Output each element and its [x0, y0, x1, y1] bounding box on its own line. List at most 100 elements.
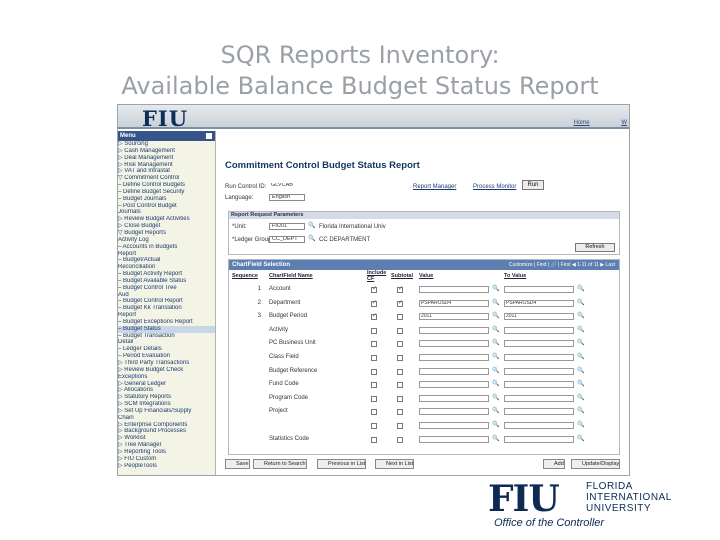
col-to-value[interactable]: To Value — [504, 273, 527, 279]
menu-item[interactable]: – Period Evaluation — [118, 353, 171, 360]
menu-item[interactable]: ▷ Statutory Reports — [118, 394, 171, 401]
menu-item[interactable]: ▷ Set Up Financials/Supply — [118, 407, 192, 414]
to-value-lookup-icon[interactable]: 🔍 — [577, 340, 585, 347]
value-input[interactable] — [419, 354, 489, 361]
minimize-icon[interactable] — [206, 133, 212, 139]
menu-item[interactable]: ▷ Risk Management — [118, 161, 173, 168]
include-checkbox[interactable] — [371, 327, 377, 334]
to-value-input[interactable]: PSPAROSD4 — [504, 299, 574, 307]
menu-item[interactable]: – Budget Journals — [118, 195, 167, 202]
value-input[interactable]: 2011 — [419, 313, 489, 321]
to-value-lookup-icon[interactable]: 🔍 — [577, 422, 585, 428]
subtotal-checkbox[interactable] — [397, 395, 403, 402]
menu-item[interactable]: – Budget Control Report — [118, 298, 183, 305]
save-button[interactable]: Save — [225, 459, 250, 469]
menu-item[interactable]: Activity Log — [118, 236, 149, 243]
menu-item[interactable]: Report — [118, 250, 137, 257]
to-value-input[interactable] — [504, 286, 574, 293]
language-select[interactable]: English — [269, 194, 305, 201]
subtotal-checkbox[interactable] — [397, 368, 403, 375]
include-checkbox[interactable] — [371, 355, 377, 361]
menu-item[interactable]: – Ledger Details — [118, 346, 162, 353]
col-subtotal[interactable]: Subtotal — [391, 273, 413, 279]
refresh-button[interactable]: Refresh — [575, 243, 615, 252]
subtotal-checkbox[interactable] — [397, 341, 403, 348]
menu-item[interactable]: – Budget/Actual — [118, 257, 161, 264]
menu-item[interactable]: ▷ VAT and Intrastat — [118, 168, 170, 175]
value-lookup-icon[interactable]: 🔍 — [492, 408, 500, 415]
menu-item[interactable]: Reconciliation — [118, 264, 156, 271]
include-checkbox[interactable] — [371, 409, 377, 416]
update-display-button[interactable]: Update/Display — [571, 459, 621, 469]
unit-lookup-icon[interactable]: 🔍 — [308, 223, 316, 229]
value-lookup-icon[interactable]: 🔍 — [492, 299, 500, 306]
menu-item[interactable]: – Budget Activity Report — [118, 271, 183, 278]
value-lookup-icon[interactable]: 🔍 — [492, 422, 500, 428]
menu-item[interactable]: – Budget Control Tree — [118, 284, 177, 291]
to-value-input[interactable] — [504, 354, 574, 361]
to-value-lookup-icon[interactable]: 🔍 — [577, 367, 585, 374]
menu-item[interactable]: Exceptions — [118, 373, 148, 380]
menu-item[interactable]: Chain — [118, 414, 134, 421]
menu-item[interactable]: ▷ SCM Integrations — [118, 401, 171, 408]
include-checkbox[interactable] — [371, 368, 377, 375]
include-checkbox[interactable] — [371, 299, 377, 307]
menu-item[interactable]: ▽ Budget Reports — [118, 229, 166, 236]
to-value-lookup-icon[interactable]: 🔍 — [577, 435, 585, 442]
include-checkbox[interactable] — [371, 382, 377, 389]
subtotal-checkbox[interactable] — [397, 382, 403, 389]
col-include-cf[interactable]: Include CF — [367, 270, 387, 282]
value-input[interactable]: PSPAROSD4 — [419, 299, 489, 307]
col-chartfield-name[interactable]: ChartField Name — [269, 273, 313, 279]
menu-item[interactable]: – Budget Status — [118, 325, 215, 333]
value-lookup-icon[interactable]: 🔍 — [492, 286, 500, 292]
menu-item[interactable]: ▷ Review Budget Check — [118, 366, 184, 373]
menu-item[interactable]: ▷ Tree Manager — [118, 442, 162, 449]
value-lookup-icon[interactable]: 🔍 — [492, 313, 500, 320]
menu-item[interactable]: – Budget Transaction — [118, 332, 175, 339]
menu-item[interactable]: ▷ Review Budget Activities — [118, 216, 190, 223]
include-checkbox[interactable] — [371, 285, 377, 293]
menu-item[interactable]: Report — [118, 312, 137, 319]
home-link[interactable]: Home — [573, 120, 590, 126]
menu-item[interactable]: ▷ FIU Custom — [118, 455, 157, 462]
report-manager-link[interactable]: Report Manager — [413, 184, 457, 190]
to-value-lookup-icon[interactable]: 🔍 — [577, 381, 585, 388]
to-value-input[interactable] — [504, 394, 574, 402]
menu-item[interactable]: ▷ Deal Management — [118, 154, 174, 161]
ledger-group-input[interactable]: CC_DEPT — [269, 236, 305, 243]
value-lookup-icon[interactable]: 🔍 — [492, 354, 500, 360]
menu-item[interactable]: Detail — [118, 339, 134, 346]
menu-item[interactable]: ▷ Enterprise Components — [118, 421, 188, 428]
value-lookup-icon[interactable]: 🔍 — [492, 394, 500, 401]
value-lookup-icon[interactable]: 🔍 — [492, 340, 500, 347]
subtotal-checkbox[interactable] — [397, 436, 403, 443]
value-lookup-icon[interactable]: 🔍 — [492, 367, 500, 374]
value-input[interactable] — [419, 394, 489, 402]
return-to-search-button[interactable]: Return to Search — [253, 459, 307, 469]
menu-item[interactable]: – Budget Kk Translation — [118, 305, 182, 312]
previous-in-list-button[interactable]: Previous in List — [317, 459, 367, 469]
menu-item[interactable]: ▷ Cash Management — [118, 147, 175, 154]
to-value-lookup-icon[interactable]: 🔍 — [577, 394, 585, 401]
grid-navigation[interactable]: Customize | Find | 🔗 | First ◀ 1-11 of 1… — [509, 262, 615, 268]
subtotal-checkbox[interactable] — [397, 327, 403, 334]
menu-item[interactable]: ▷ Background Processes — [118, 428, 186, 435]
value-lookup-icon[interactable]: 🔍 — [492, 435, 500, 442]
to-value-input[interactable]: 2011 — [504, 313, 574, 321]
to-value-lookup-icon[interactable]: 🔍 — [577, 313, 585, 320]
menu-item[interactable]: – Define Budget Security — [118, 188, 185, 195]
subtotal-checkbox[interactable] — [397, 409, 403, 416]
menu-item[interactable]: – Accounts in Budgets — [118, 243, 178, 250]
to-value-lookup-icon[interactable]: 🔍 — [577, 408, 585, 415]
to-value-input[interactable] — [504, 381, 574, 389]
value-input[interactable] — [419, 286, 489, 293]
subtotal-checkbox[interactable] — [397, 314, 403, 321]
value-input[interactable] — [419, 367, 489, 375]
to-value-input[interactable] — [504, 408, 574, 416]
to-value-input[interactable] — [504, 326, 574, 334]
value-input[interactable] — [419, 381, 489, 389]
add-button[interactable]: Add — [543, 459, 565, 469]
menu-item[interactable]: ▷ Close Budget — [118, 223, 161, 230]
menu-item[interactable]: ▷ PeopleTools — [118, 462, 157, 469]
